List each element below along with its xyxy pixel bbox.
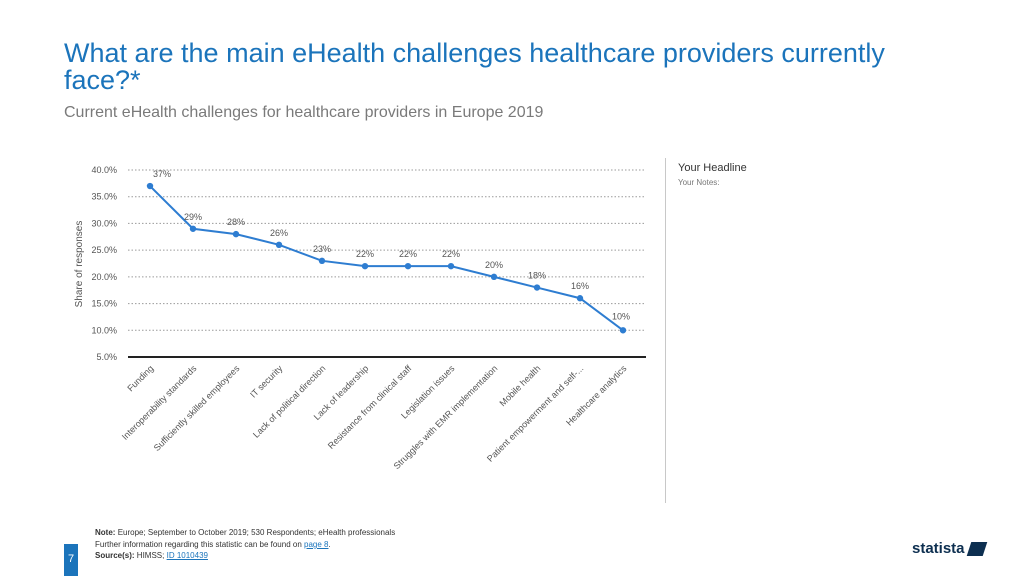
data-label: 16% xyxy=(571,281,589,291)
y-tick-label: 35.0% xyxy=(91,192,117,202)
further-info-end: . xyxy=(328,540,331,549)
page-number: 7 xyxy=(64,544,78,576)
source-text: HIMSS; xyxy=(136,551,165,560)
data-point xyxy=(490,273,498,281)
y-axis-title: Share of responses xyxy=(74,221,85,308)
data-point xyxy=(361,262,369,270)
data-label: 26% xyxy=(270,228,288,238)
page-title: What are the main eHealth challenges hea… xyxy=(64,38,885,95)
x-tick-label: Funding xyxy=(125,363,155,393)
x-tick-label: Sufficiently skilled employees xyxy=(152,363,242,453)
x-tick-label: Lack of political direction xyxy=(251,363,327,439)
data-label: 23% xyxy=(313,244,331,254)
footer-further-info: Further information regarding this stati… xyxy=(95,540,331,549)
data-point xyxy=(146,182,154,190)
footer-note: Note: Europe; September to October 2019;… xyxy=(95,528,395,537)
y-tick-label: 40.0% xyxy=(91,165,117,175)
x-tick-label: Resistance from clinical staff xyxy=(326,363,414,451)
data-label: 18% xyxy=(528,271,546,281)
side-headline: Your Headline xyxy=(678,162,747,174)
y-tick-label: 10.0% xyxy=(91,325,117,335)
logo-mark-icon xyxy=(966,541,987,556)
side-notes: Your Notes: xyxy=(678,178,720,187)
side-divider xyxy=(665,158,666,503)
data-point xyxy=(447,262,455,270)
page-link[interactable]: page 8 xyxy=(304,540,329,549)
series-line xyxy=(149,185,624,332)
data-point xyxy=(619,327,627,334)
y-tick-label: 15.0% xyxy=(91,299,117,309)
y-tick-label: 5.0% xyxy=(96,352,117,362)
source-id-link[interactable]: ID 1010439 xyxy=(166,551,208,560)
x-tick-label: Mobile health xyxy=(497,363,542,408)
data-label: 22% xyxy=(356,249,374,259)
data-point xyxy=(404,262,412,270)
page-subtitle: Current eHealth challenges for healthcar… xyxy=(64,104,544,121)
further-info-text: Further information regarding this stati… xyxy=(95,540,302,549)
footer-source: Source(s): HIMSS; ID 1010439 xyxy=(95,551,208,560)
data-label: 22% xyxy=(442,249,460,259)
data-point xyxy=(275,241,283,248)
data-label: 10% xyxy=(612,311,630,321)
logo-text: statista xyxy=(912,540,965,557)
x-tick-label: IT security xyxy=(248,363,285,400)
y-tick-label: 20.0% xyxy=(91,272,117,282)
data-label: 29% xyxy=(184,212,202,222)
data-label: 22% xyxy=(399,249,417,259)
data-label: 20% xyxy=(485,260,503,270)
y-tick-label: 25.0% xyxy=(91,245,117,255)
note-text: Europe; September to October 2019; 530 R… xyxy=(117,528,396,537)
x-tick-label: Interoperability standards xyxy=(120,363,199,442)
source-label: Source(s): xyxy=(95,551,135,560)
y-tick-label: 30.0% xyxy=(91,218,117,228)
data-label: 28% xyxy=(227,217,245,227)
note-label: Note: xyxy=(95,528,116,537)
data-point xyxy=(318,257,326,265)
data-point xyxy=(232,230,240,238)
data-point xyxy=(189,225,197,232)
data-label: 37% xyxy=(153,169,171,179)
data-point xyxy=(576,295,584,302)
statista-logo: statista xyxy=(912,540,987,557)
data-point xyxy=(533,284,541,291)
